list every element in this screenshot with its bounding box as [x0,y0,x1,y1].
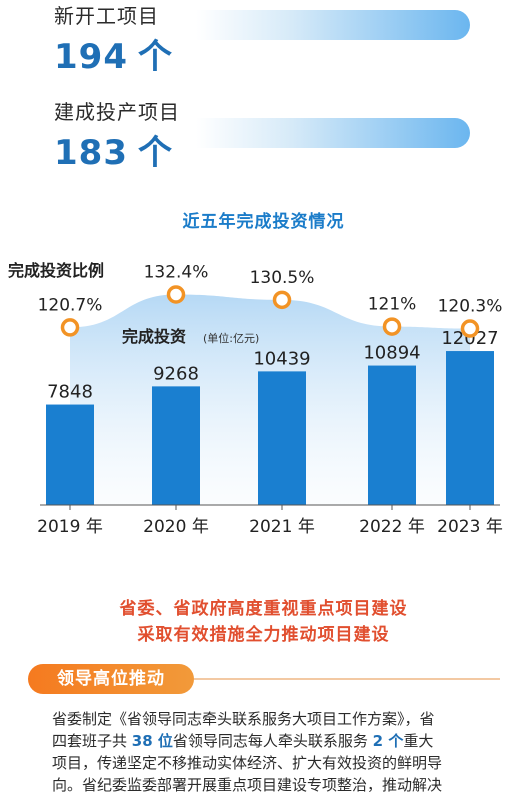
section-tag: 领导高位推动 [28,664,194,694]
bar [368,365,416,505]
bar [258,371,306,505]
headline-1: 省委、省政府高度重视重点项目建设 [119,599,408,619]
ratio-marker [382,317,402,336]
bar-value-label: 7848 [47,382,93,403]
stat-bar-new [196,10,470,40]
stat-label: 新开工项目 [54,4,159,28]
section-divider [194,678,500,680]
stat-number: 183 [54,133,128,173]
x-tick-label: 2023 年 [437,517,503,537]
x-tick-label: 2022 年 [359,517,425,537]
investment-chart: 7848 9268 10439 10894 12027 2019 年 2020 年 2021 … [8,261,503,537]
ratio-label: 120.7% [38,295,103,315]
bar [152,386,200,505]
bar-value-label: 10439 [253,348,310,369]
paragraph-line: 四套班子共 38 位省领导同志每人牵头联系服务 2 个重大 [52,730,502,752]
ratio-marker [166,285,186,304]
x-tick-label: 2021 年 [249,517,315,537]
stat-bar-completed [196,118,470,148]
x-tick-label: 2020 年 [143,517,209,537]
stat-value: 194 个 [54,29,173,78]
paragraph-line: 项目，传递坚定不移推动实体经济、扩大有效投资的鲜明导 [52,752,502,774]
stat-unit: 个 [137,37,173,77]
paragraph-text: 四套班子共 [52,732,132,750]
investment-series-label: 完成投资 [122,327,186,346]
bar [46,404,94,505]
paragraph-text: 省委制定《省领导同志牵头联系服务大项目工作方案》，省 [52,710,435,728]
body-paragraph: 省委制定《省领导同志牵头联系服务大项目工作方案》，省 四套班子共 38 位省领导同… [52,708,502,796]
ratio-marker [460,319,480,338]
ratio-marker [272,290,292,310]
chart-title: 近五年完成投资情况 [182,212,345,232]
headline-2: 采取有效措施全力推动项目建设 [137,625,390,645]
ratio-label: 130.5% [250,268,315,288]
paragraph-line: 省委制定《省领导同志牵头联系服务大项目工作方案》，省 [52,708,502,730]
ratio-label: 120.3% [438,297,503,317]
investment-unit-label: (单位:亿元) [203,331,259,345]
highlight-number: 38 位 [131,732,173,750]
stat-label: 建成投产项目 [54,100,180,124]
bar-value-label: 12027 [441,328,498,349]
stat-value: 183 个 [54,125,180,174]
x-tick-label: 2019 年 [37,517,103,537]
stat-completed-projects: 建成投产项目 183 个 [54,96,180,174]
paragraph-text: 重大 [403,732,434,750]
bar-value-label: 9268 [153,363,199,384]
stat-unit: 个 [137,133,173,173]
ratio-label: 121% [368,295,417,315]
stat-new-projects: 新开工项目 194 个 [54,0,173,78]
paragraph-text: 向。省纪委监委部署开展重点项目建设专项整治，推动解决 [52,776,443,794]
paragraph-line: 向。省纪委监委部署开展重点项目建设专项整治，推动解决 [52,774,502,796]
stat-number: 194 [54,37,128,77]
highlight-number: 2 个 [372,732,404,750]
paragraph-text: 项目，传递坚定不移推动实体经济、扩大有效投资的鲜明导 [52,754,443,772]
bar-value-label: 10894 [363,343,420,364]
paragraph-text: 省领导同志每人牵头联系服务 [172,732,373,750]
ratio-marker [60,318,80,337]
ratio-label: 132.4% [144,263,209,283]
ratio-series-label: 完成投资比例 [8,261,104,280]
bar [446,351,494,505]
